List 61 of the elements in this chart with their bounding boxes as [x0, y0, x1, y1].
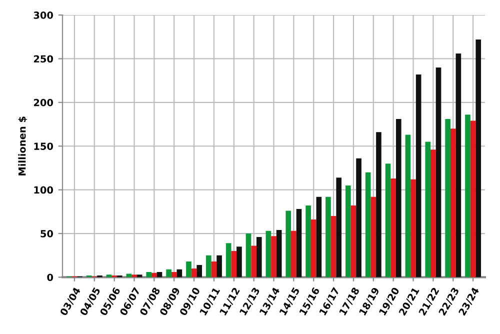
- bar: [316, 196, 322, 278]
- bar: [330, 216, 336, 278]
- bar: [291, 230, 296, 278]
- bar: [450, 128, 456, 278]
- y-tick-label: 0: [47, 274, 54, 282]
- bar: [191, 268, 197, 278]
- bar: [470, 120, 476, 278]
- bar: [226, 243, 232, 278]
- bar: [266, 230, 272, 278]
- bar: [326, 196, 331, 278]
- bar: [310, 220, 316, 278]
- bar: [390, 178, 396, 278]
- bar: [396, 119, 402, 278]
- bar: [286, 210, 292, 278]
- bar: [476, 40, 482, 278]
- y-tick-label: 300: [34, 12, 54, 19]
- bar: [350, 206, 356, 278]
- bar: [206, 255, 212, 278]
- bar: [132, 274, 137, 278]
- bar: [416, 74, 422, 278]
- bar: [336, 178, 342, 278]
- bar: [271, 236, 276, 278]
- bar: [405, 134, 411, 278]
- bar: [425, 142, 431, 278]
- y-tick-label: 100: [34, 186, 54, 194]
- bar: [436, 67, 442, 278]
- bar: [385, 164, 391, 278]
- bar: [216, 255, 222, 278]
- bar: [410, 179, 416, 278]
- bar: [126, 274, 132, 278]
- bar: [376, 132, 382, 278]
- bar: [430, 150, 436, 278]
- bar: [276, 230, 282, 278]
- bar: [296, 209, 302, 278]
- bar: [171, 272, 177, 278]
- bar: [345, 185, 351, 278]
- bar: [231, 251, 237, 278]
- bar: [365, 172, 371, 278]
- y-tick-label: 250: [34, 55, 54, 63]
- bar: [166, 269, 172, 278]
- bar: [465, 114, 470, 278]
- bar: [236, 246, 242, 278]
- bar: [176, 269, 182, 278]
- y-tick-label: 200: [34, 98, 54, 106]
- y-tick-label: 150: [34, 142, 54, 150]
- bar: [370, 196, 376, 278]
- y-axis-title: Millionen $: [18, 116, 28, 176]
- bar: [152, 272, 157, 278]
- bar: [146, 272, 152, 278]
- bar: [456, 53, 462, 278]
- bar: [186, 261, 192, 278]
- bar: [256, 237, 262, 278]
- bar: [246, 234, 252, 278]
- y-tick-label: 50: [40, 230, 54, 238]
- bar: [196, 264, 202, 278]
- bar: [251, 246, 256, 278]
- bar: [356, 158, 362, 278]
- bar: [445, 119, 450, 278]
- bar: [306, 206, 311, 278]
- bar: [156, 272, 162, 278]
- bar: [211, 261, 217, 278]
